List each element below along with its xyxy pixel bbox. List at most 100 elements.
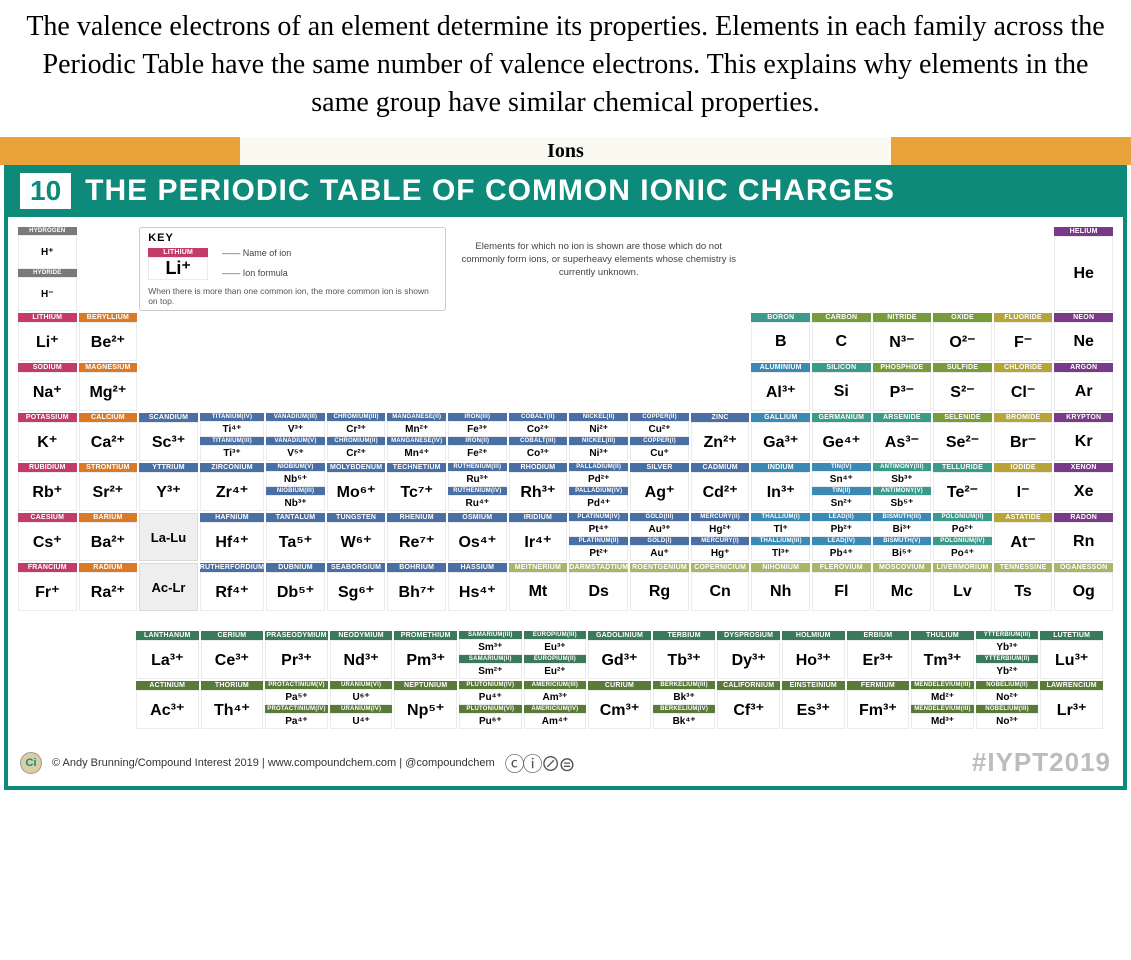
element-cell: MOSCOVIUMMc	[873, 563, 932, 611]
element-cell: RADIUMRa²⁺	[79, 563, 138, 611]
element-cell: MAGNESIUMMg²⁺	[79, 363, 138, 411]
element-cell: Ac-Lr	[139, 563, 198, 611]
element-cell: KRYPTONKr	[1054, 413, 1113, 461]
element-cell: LIVERMORIUMLv	[933, 563, 992, 611]
footer-credit: © Andy Brunning/Compound Interest 2019 |…	[52, 757, 495, 769]
element-cell: GERMANIUMGe⁴⁺	[812, 413, 871, 461]
element-cell: BORONB	[751, 313, 810, 361]
periodic-grid: HYDROGENH⁺HYDRIDEH⁻ KEYLITHIUMLi⁺—— Name …	[8, 217, 1123, 617]
key-box: KEYLITHIUMLi⁺—— Name of ion—— Ion formul…	[139, 227, 446, 311]
element-cell: MEITNERIUMMt	[509, 563, 568, 611]
element-cell: YTTERBIUM(III)Yb³⁺YTTERBIUM(II)Yb²⁺	[976, 631, 1039, 679]
chart-header: 10 THE PERIODIC TABLE OF COMMON IONIC CH…	[8, 165, 1123, 217]
element-cell: ASTATIDEAt⁻	[994, 513, 1053, 561]
element-cell: TIN(IV)Sn⁴⁺TIN(II)Sn²⁺	[812, 463, 871, 511]
element-cell: FRANCIUMFr⁺	[18, 563, 77, 611]
element-cell: FLEROVIUMFl	[812, 563, 871, 611]
element-cell: PROMETHIUMPm³⁺	[394, 631, 457, 679]
element-cell: HAFNIUMHf⁴⁺	[200, 513, 264, 561]
element-cell: CHLORIDECl⁻	[994, 363, 1053, 411]
element-cell: VANADIUM(III)V³⁺VANADIUM(V)V⁵⁺	[266, 413, 325, 461]
element-cell: TELLURIDETe²⁻	[933, 463, 992, 511]
element-cell: EUROPIUM(III)Eu³⁺EUROPIUM(II)Eu²⁺	[524, 631, 587, 679]
periodic-table-chart: 10 THE PERIODIC TABLE OF COMMON IONIC CH…	[4, 165, 1127, 790]
element-cell: SODIUMNa⁺	[18, 363, 77, 411]
element-cell: THALLIUM(I)Tl⁺THALLIUM(III)Tl³⁺	[751, 513, 810, 561]
element-cell: ARGONAr	[1054, 363, 1113, 411]
element-cell: OSMIUMOs⁴⁺	[448, 513, 507, 561]
element-cell: SELENIDESe²⁻	[933, 413, 992, 461]
element-cell: ALUMINIUMAl³⁺	[751, 363, 810, 411]
element-cell: BERKELIUM(III)Bk³⁺BERKELIUM(IV)Bk⁴⁺	[653, 681, 716, 729]
element-cell: SCANDIUMSc³⁺	[139, 413, 198, 461]
element-cell: XENONXe	[1054, 463, 1113, 511]
element-cell: LUTETIUMLu³⁺	[1040, 631, 1103, 679]
element-cell: IRIDIUMIr⁴⁺	[509, 513, 568, 561]
element-cell: THULIUMTm³⁺	[911, 631, 974, 679]
element-cell: RHENIUMRe⁷⁺	[387, 513, 446, 561]
element-cell: ZINCZn²⁺	[691, 413, 750, 461]
element-cell: GOLD(III)Au³⁺GOLD(I)Au⁺	[630, 513, 689, 561]
element-cell: COPERNICIUMCn	[691, 563, 750, 611]
element-cell: HYDROGENH⁺HYDRIDEH⁻	[18, 227, 77, 311]
section-label: Ions	[240, 137, 891, 165]
element-cell: EINSTEINIUMEs³⁺	[782, 681, 845, 729]
element-cell: GALLIUMGa³⁺	[751, 413, 810, 461]
element-cell: HOLMIUMHo³⁺	[782, 631, 845, 679]
element-cell: RUBIDIUMRb⁺	[18, 463, 77, 511]
element-cell: URANIUM(VI)U⁶⁺URANIUM(IV)U⁴⁺	[330, 681, 393, 729]
element-cell: CALCIUMCa²⁺	[79, 413, 138, 461]
element-cell: POTASSIUMK⁺	[18, 413, 77, 461]
element-cell: CARBONC	[812, 313, 871, 361]
element-cell: CERIUMCe³⁺	[201, 631, 264, 679]
element-cell: LITHIUMLi⁺	[18, 313, 77, 361]
element-cell: SULFIDES²⁻	[933, 363, 992, 411]
actinoid-row: ACTINIUMAc³⁺THORIUMTh⁴⁺PROTACTINIUM(V)Pa…	[126, 681, 1113, 729]
element-cell: NIHONIUMNh	[751, 563, 810, 611]
section-tab-right	[891, 137, 1131, 165]
element-cell: OGANESSONOg	[1054, 563, 1113, 611]
element-cell: PROTACTINIUM(V)Pa⁵⁺PROTACTINIUM(IV)Pa⁴⁺	[265, 681, 328, 729]
element-cell: CADMIUMCd²⁺	[691, 463, 750, 511]
element-cell: MERCURY(II)Hg²⁺MERCURY(I)Hg⁺	[691, 513, 750, 561]
element-cell: LAWRENCIUMLr³⁺	[1040, 681, 1103, 729]
element-cell: COBALT(II)Co²⁺COBALT(III)Co³⁺	[509, 413, 568, 461]
element-cell: NEPTUNIUMNp⁵⁺	[394, 681, 457, 729]
element-cell: HELIUMHe	[1054, 227, 1113, 311]
element-cell: SILVERAg⁺	[630, 463, 689, 511]
element-cell: TECHNETIUMTc⁷⁺	[387, 463, 446, 511]
cc-icons: ⓒⓘ⊘⊜	[505, 748, 574, 777]
element-cell: NICKEL(II)Ni²⁺NICKEL(III)Ni³⁺	[569, 413, 628, 461]
element-cell: YTTRIUMY³⁺	[139, 463, 198, 511]
section-tab-left	[0, 137, 240, 165]
element-cell: BERYLLIUMBe²⁺	[79, 313, 138, 361]
element-cell: PALLADIUM(II)Pd²⁺PALLADIUM(IV)Pd⁴⁺	[569, 463, 628, 511]
element-cell: FERMIUMFm³⁺	[847, 681, 910, 729]
element-cell: CALIFORNIUMCf³⁺	[717, 681, 780, 729]
element-cell: HASSIUMHs⁴⁺	[448, 563, 507, 611]
element-cell: MENDELEVIUM(III)Md²⁺MENDELEVIUM(III)Md³⁺	[911, 681, 974, 729]
element-cell: NIOBIUM(V)Nb⁵⁺NIOBIUM(III)Nb³⁺	[266, 463, 325, 511]
element-cell: RADONRn	[1054, 513, 1113, 561]
ci-logo-icon: Ci	[20, 752, 42, 774]
element-cell: La-Lu	[139, 513, 198, 561]
element-cell: IRON(III)Fe³⁺IRON(II)Fe²⁺	[448, 413, 507, 461]
element-cell: ACTINIUMAc³⁺	[136, 681, 199, 729]
element-cell: TENNESSINETs	[994, 563, 1053, 611]
element-cell: TANTALUMTa⁵⁺	[266, 513, 325, 561]
element-cell: ROENTGENIUMRg	[630, 563, 689, 611]
intro-paragraph: The valence electrons of an element dete…	[0, 0, 1131, 137]
footer-hashtag: #IYPT2019	[972, 747, 1111, 778]
element-cell: MANGANESE(II)Mn²⁺MANGANESE(IV)Mn⁴⁺	[387, 413, 446, 461]
element-cell: INDIUMIn³⁺	[751, 463, 810, 511]
element-cell: BISMUTH(III)Bi³⁺BISMUTH(V)Bi⁵⁺	[873, 513, 932, 561]
element-cell: TITANIUM(IV)Ti⁴⁺TITANIUM(III)Ti³⁺	[200, 413, 264, 461]
element-cell: BOHRIUMBh⁷⁺	[387, 563, 446, 611]
element-cell: BARIUMBa²⁺	[79, 513, 138, 561]
element-cell: LEAD(II)Pb²⁺LEAD(IV)Pb⁴⁺	[812, 513, 871, 561]
element-cell: SILICONSi	[812, 363, 871, 411]
element-cell: TUNGSTENW⁶⁺	[327, 513, 386, 561]
chart-footer: Ci © Andy Brunning/Compound Interest 201…	[8, 739, 1123, 786]
element-cell: NEONNe	[1054, 313, 1113, 361]
element-cell: NOBELIUM(II)No²⁺NOBELIUM(III)No³⁺	[976, 681, 1039, 729]
